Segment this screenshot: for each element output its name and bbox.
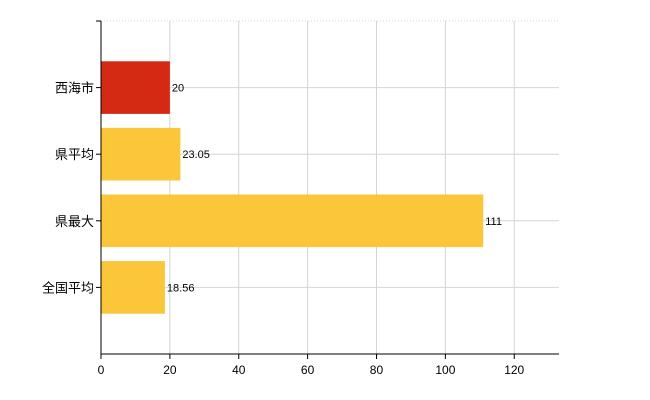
x-tick-label: 20 <box>163 363 177 377</box>
bar <box>101 261 165 314</box>
x-tick-label: 100 <box>435 363 455 377</box>
bars <box>101 61 484 314</box>
x-tick-label: 120 <box>504 363 524 377</box>
data-label: 111 <box>485 216 502 228</box>
category-label: 西海市 <box>55 81 94 97</box>
x-tick-label: 60 <box>301 363 315 377</box>
axes <box>100 21 559 355</box>
x-tick-label: 40 <box>232 363 246 377</box>
bar <box>101 61 170 114</box>
data-label: 20 <box>172 83 184 95</box>
bar <box>101 194 484 248</box>
category-label: 県平均 <box>55 148 94 163</box>
x-tick-label: 80 <box>370 363 384 377</box>
data-label: 18.56 <box>167 282 195 294</box>
x-tick-label: 0 <box>98 363 105 377</box>
bar <box>101 127 181 181</box>
labels: 0 20 40 60 80 100 120 西海市 20 県平均 23.05 県最大 111 全国平均 18… <box>42 20 525 377</box>
category-label: 県最大 <box>55 215 94 230</box>
category-label: 全国平均 <box>42 280 94 296</box>
data-label: 23.05 <box>182 149 210 161</box>
